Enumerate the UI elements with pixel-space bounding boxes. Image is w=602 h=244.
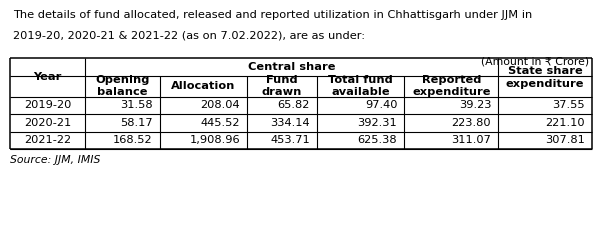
Text: 37.55: 37.55 bbox=[553, 100, 585, 110]
Text: 2020-21: 2020-21 bbox=[24, 118, 71, 128]
Text: State share
expenditure: State share expenditure bbox=[506, 66, 585, 89]
Text: The details of fund allocated, released and reported utilization in Chhattisgarh: The details of fund allocated, released … bbox=[13, 10, 532, 20]
Text: 1,908.96: 1,908.96 bbox=[190, 135, 240, 145]
Text: Opening
balance: Opening balance bbox=[95, 75, 149, 97]
Text: 97.40: 97.40 bbox=[365, 100, 397, 110]
Text: 392.31: 392.31 bbox=[358, 118, 397, 128]
Text: Allocation: Allocation bbox=[171, 81, 235, 91]
Text: (Amount in ₹ Crore): (Amount in ₹ Crore) bbox=[481, 56, 589, 66]
Text: 223.80: 223.80 bbox=[452, 118, 491, 128]
Text: 307.81: 307.81 bbox=[545, 135, 585, 145]
Text: 65.82: 65.82 bbox=[278, 100, 310, 110]
Text: 625.38: 625.38 bbox=[358, 135, 397, 145]
Text: 208.04: 208.04 bbox=[200, 100, 240, 110]
Text: 2019-20: 2019-20 bbox=[23, 100, 71, 110]
Text: Central share: Central share bbox=[248, 62, 335, 72]
Text: 58.17: 58.17 bbox=[120, 118, 153, 128]
Text: 221.10: 221.10 bbox=[545, 118, 585, 128]
Text: 311.07: 311.07 bbox=[452, 135, 491, 145]
Text: Source: JJM, IMIS: Source: JJM, IMIS bbox=[10, 155, 101, 165]
Text: 2019-20, 2020-21 & 2021-22 (as on 7.02.2022), are as under:: 2019-20, 2020-21 & 2021-22 (as on 7.02.2… bbox=[13, 31, 365, 41]
Text: 334.14: 334.14 bbox=[270, 118, 310, 128]
Text: Total fund
available: Total fund available bbox=[328, 75, 393, 97]
Text: 39.23: 39.23 bbox=[459, 100, 491, 110]
Text: 2021-22: 2021-22 bbox=[24, 135, 71, 145]
Text: 453.71: 453.71 bbox=[270, 135, 310, 145]
Text: 445.52: 445.52 bbox=[200, 118, 240, 128]
Text: Reported
expenditure: Reported expenditure bbox=[412, 75, 491, 97]
Text: 168.52: 168.52 bbox=[113, 135, 153, 145]
Text: Fund
drawn: Fund drawn bbox=[262, 75, 302, 97]
Text: Year: Year bbox=[33, 72, 61, 82]
Text: 31.58: 31.58 bbox=[120, 100, 153, 110]
